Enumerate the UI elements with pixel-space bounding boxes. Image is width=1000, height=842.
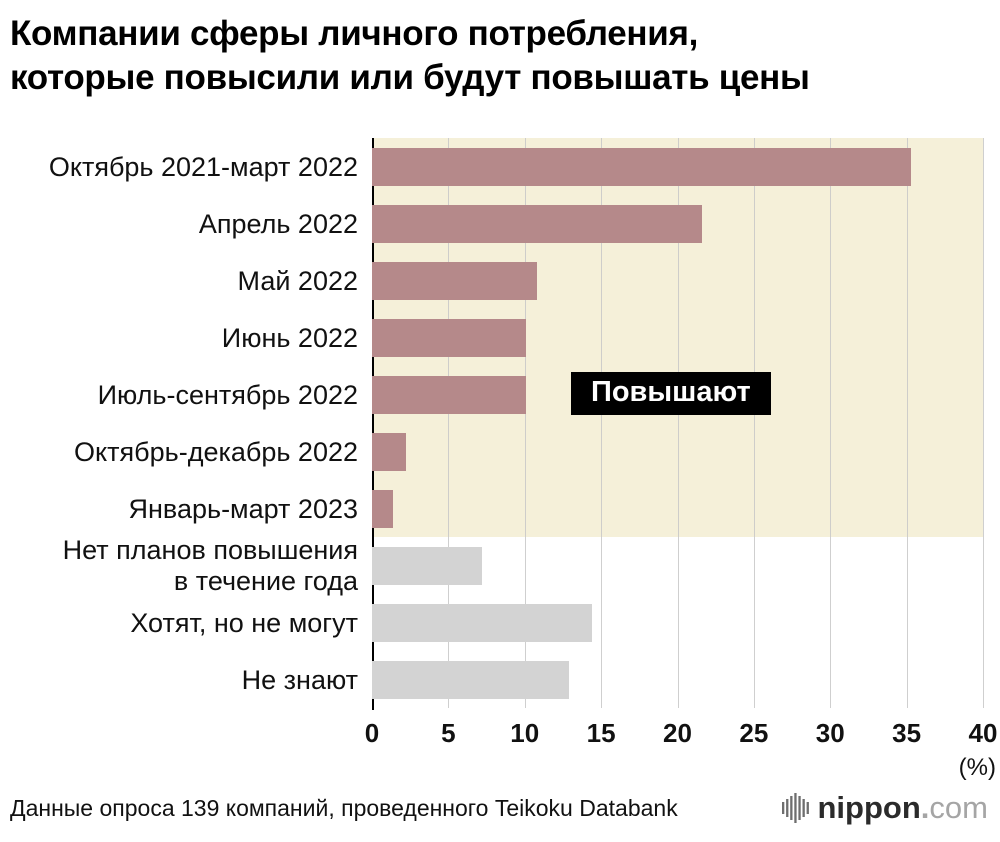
x-axis: 0 5 10 15 20 25 30 35 40 (%)	[365, 708, 998, 786]
category-label: Апрель 2022	[198, 208, 358, 239]
x-tick-label: 20	[663, 718, 692, 749]
gridline	[524, 138, 526, 709]
gridline	[983, 138, 984, 709]
footer: Данные опроса 139 компаний, проведенного…	[0, 782, 1000, 842]
gridline	[677, 138, 679, 709]
bar	[372, 375, 527, 414]
category-label: Июль-сентябрь 2022	[97, 379, 358, 410]
chart-row: Хотят, но не могут	[0, 594, 1000, 651]
x-tick-label: 40	[968, 718, 998, 749]
chart-row: Не знают	[0, 651, 1000, 708]
category-label: Нет планов повышения в течение года	[62, 535, 358, 596]
bar	[372, 204, 702, 243]
x-tick-label: 10	[510, 718, 540, 749]
chart-title: Компании сферы личного потребления, кото…	[10, 14, 810, 98]
x-tick-label: 35	[892, 718, 922, 749]
category-label: Хотят, но не могут	[130, 607, 358, 638]
x-tick-label: 15	[586, 718, 616, 749]
gridline	[753, 138, 755, 709]
bar-track	[372, 546, 983, 585]
chart-rows: Октябрь 2021-март 2022 Апрель 2022 Май 202…	[0, 138, 1000, 708]
bar-track	[372, 261, 983, 300]
raise-group-badge: Повышают	[571, 372, 771, 416]
x-tick-label: 5	[441, 718, 456, 749]
x-tick-label: 30	[815, 718, 845, 749]
category-label: Октябрь 2021-март 2022	[48, 151, 358, 182]
chart-row: Октябрь-декабрь 2022	[0, 423, 1000, 480]
bar	[372, 261, 537, 300]
source-note: Данные опроса 139 компаний, проведенного…	[10, 794, 678, 821]
bar-track	[372, 660, 983, 699]
gridline	[830, 138, 832, 709]
category-label: Июнь 2022	[221, 322, 358, 353]
chart-row: Нет планов повышения в течение года	[0, 535, 1000, 596]
bar-track	[372, 147, 983, 186]
gridline	[448, 138, 450, 709]
nippon-logo: nippon.com	[781, 790, 989, 826]
y-axis-line	[372, 138, 374, 711]
bar	[372, 318, 527, 357]
category-label: Октябрь-декабрь 2022	[74, 436, 358, 467]
chart-row: Октябрь 2021-март 2022	[0, 138, 1000, 195]
nippon-logo-text: nippon.com	[818, 790, 989, 826]
bar	[372, 489, 394, 528]
chart-row: Май 2022	[0, 252, 1000, 309]
chart-row: Апрель 2022	[0, 195, 1000, 252]
bar	[372, 147, 912, 186]
bar-track	[372, 204, 983, 243]
x-axis-unit: (%)	[958, 754, 996, 782]
logo-dot: .	[920, 790, 930, 825]
category-label: Январь-март 2023	[128, 493, 358, 524]
bar	[372, 432, 406, 471]
logo-com: com	[929, 790, 988, 825]
chart-row: Январь-март 2023	[0, 480, 1000, 537]
bar-track	[372, 489, 983, 528]
chart-row: Июль-сентябрь 2022	[0, 366, 1000, 423]
bar-track	[372, 432, 983, 471]
nippon-logo-icon	[781, 793, 809, 823]
gridline	[906, 138, 908, 709]
bar-track	[372, 318, 983, 357]
category-label: Май 2022	[237, 265, 358, 296]
x-tick-label: 0	[364, 718, 380, 749]
logo-nippon: nippon	[817, 790, 921, 825]
category-label: Не знают	[241, 664, 358, 695]
bar	[372, 603, 592, 642]
bar	[372, 546, 482, 585]
bar-track	[372, 603, 983, 642]
x-tick-label: 25	[739, 718, 769, 749]
chart-row: Июнь 2022	[0, 309, 1000, 366]
bar-chart: Повышают Октябрь 2021-март 2022 Апрель 20…	[0, 138, 1000, 786]
bar	[372, 660, 570, 699]
bar-track	[372, 375, 983, 414]
gridline	[601, 138, 603, 709]
